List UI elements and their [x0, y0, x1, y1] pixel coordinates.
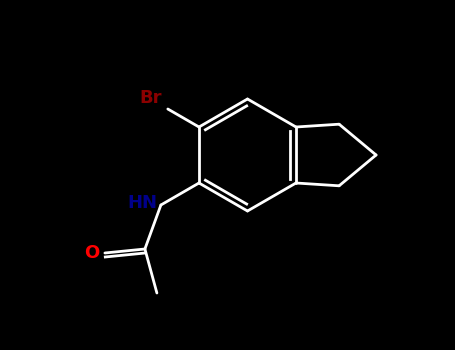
Text: Br: Br: [139, 89, 162, 107]
Text: HN: HN: [127, 194, 157, 212]
Text: O: O: [84, 244, 99, 262]
